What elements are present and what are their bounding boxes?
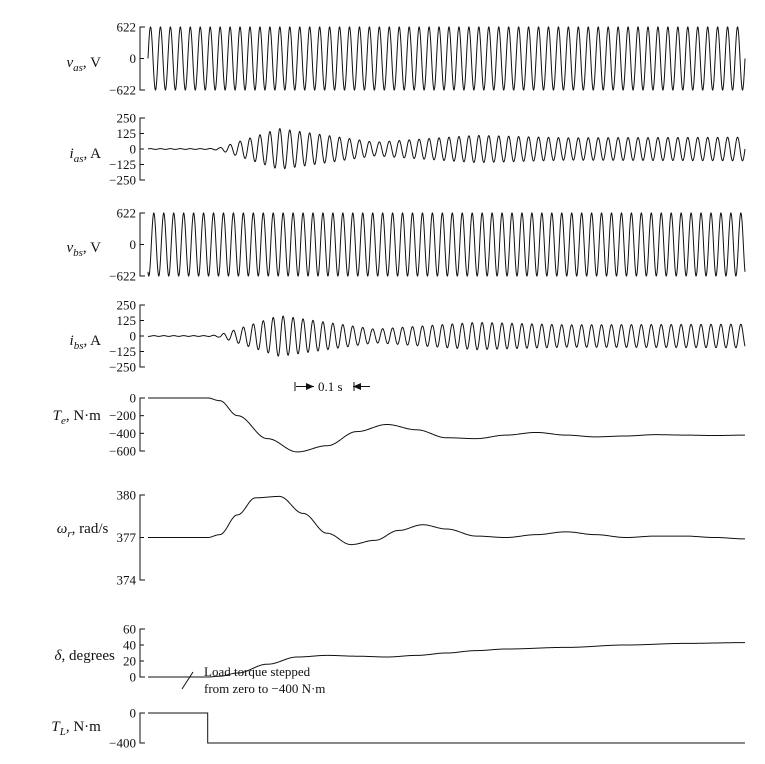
y-tick-label: −622 [109, 83, 136, 98]
panel-wr: 380 377 374 ωr, rad/s [57, 488, 746, 588]
y-axis-label-vas: vas, V [66, 55, 101, 74]
y-tick-label: 60 [123, 622, 136, 637]
y-axis-TL [139, 712, 145, 744]
y-axis-label-TL: TL, N·m [51, 719, 101, 738]
y-tick-label: 0 [130, 142, 137, 157]
y-tick-label: 20 [123, 654, 136, 669]
y-tick-label: 125 [117, 126, 137, 141]
y-tick-label: 250 [117, 111, 137, 126]
load-step-leader [181, 671, 194, 690]
panel-Te: 0 −200 −400 −600 Te, N·m [53, 391, 745, 459]
panel-TL: 0 −400 TL, N·m [51, 706, 745, 751]
y-tick-label: 0 [130, 706, 137, 721]
y-axis-label-ibs: ibs, A [70, 333, 102, 352]
y-tick-label: −250 [109, 173, 136, 188]
time-scale-bar: 0.1 s [294, 379, 370, 394]
series-line-wr [148, 495, 746, 546]
timebar-label: 0.1 s [318, 379, 343, 394]
y-tick-label: 250 [117, 298, 137, 313]
y-tick-label: 0 [130, 51, 137, 66]
y-tick-label: −200 [109, 408, 136, 423]
series-line-vas [147, 26, 746, 91]
series-line-delta [148, 642, 745, 678]
y-axis-label-ias: ias, A [70, 146, 102, 165]
load-step-text-1: Load torque stepped [204, 664, 311, 679]
y-axis-Te [139, 397, 145, 452]
series-line-Te [148, 397, 745, 453]
y-axis-label-delta: δ, degrees [55, 648, 115, 664]
y-tick-label: −125 [109, 157, 136, 172]
y-tick-label: 377 [117, 530, 137, 545]
load-step-text-2: from zero to −400 N·m [204, 681, 325, 696]
y-tick-label: 0 [130, 670, 137, 685]
y-tick-label: −400 [109, 736, 136, 751]
timebar-right-arrowhead [353, 383, 361, 390]
y-tick-label: −125 [109, 344, 136, 359]
y-tick-label: 0 [130, 237, 137, 252]
y-axis-label-wr: ωr, rad/s [57, 521, 109, 540]
load-step-annotation: Load torque stepped from zero to −400 N·… [181, 664, 325, 696]
panel-vas: 622 0 −622 vas, V [66, 20, 746, 98]
y-tick-label: 380 [117, 488, 137, 503]
timebar-left-arrowhead [306, 383, 314, 390]
y-tick-label: −600 [109, 444, 136, 459]
y-tick-label: 622 [117, 206, 137, 221]
y-tick-label: 125 [117, 313, 137, 328]
y-tick-label: 374 [117, 573, 137, 588]
panel-vbs: 622 0 −622 vbs, V [66, 206, 746, 284]
y-tick-label: 0 [130, 329, 137, 344]
y-axis-delta [139, 628, 145, 678]
y-tick-label: 40 [123, 638, 136, 653]
series-line-ias [147, 128, 746, 170]
annotations: 0.1 s Load torque stepped from zero to −… [181, 379, 370, 696]
y-axis-label-vbs: vbs, V [66, 240, 101, 259]
y-tick-label: −250 [109, 360, 136, 375]
y-tick-label: −622 [109, 269, 136, 284]
series-line-vbs [147, 212, 746, 277]
y-tick-label: −400 [109, 426, 136, 441]
y-tick-label: 622 [117, 20, 137, 35]
y-axis-label-Te: Te, N·m [53, 408, 102, 427]
y-tick-label: 0 [130, 391, 137, 406]
series-line-TL [148, 712, 745, 744]
series-line-ibs [147, 315, 746, 357]
